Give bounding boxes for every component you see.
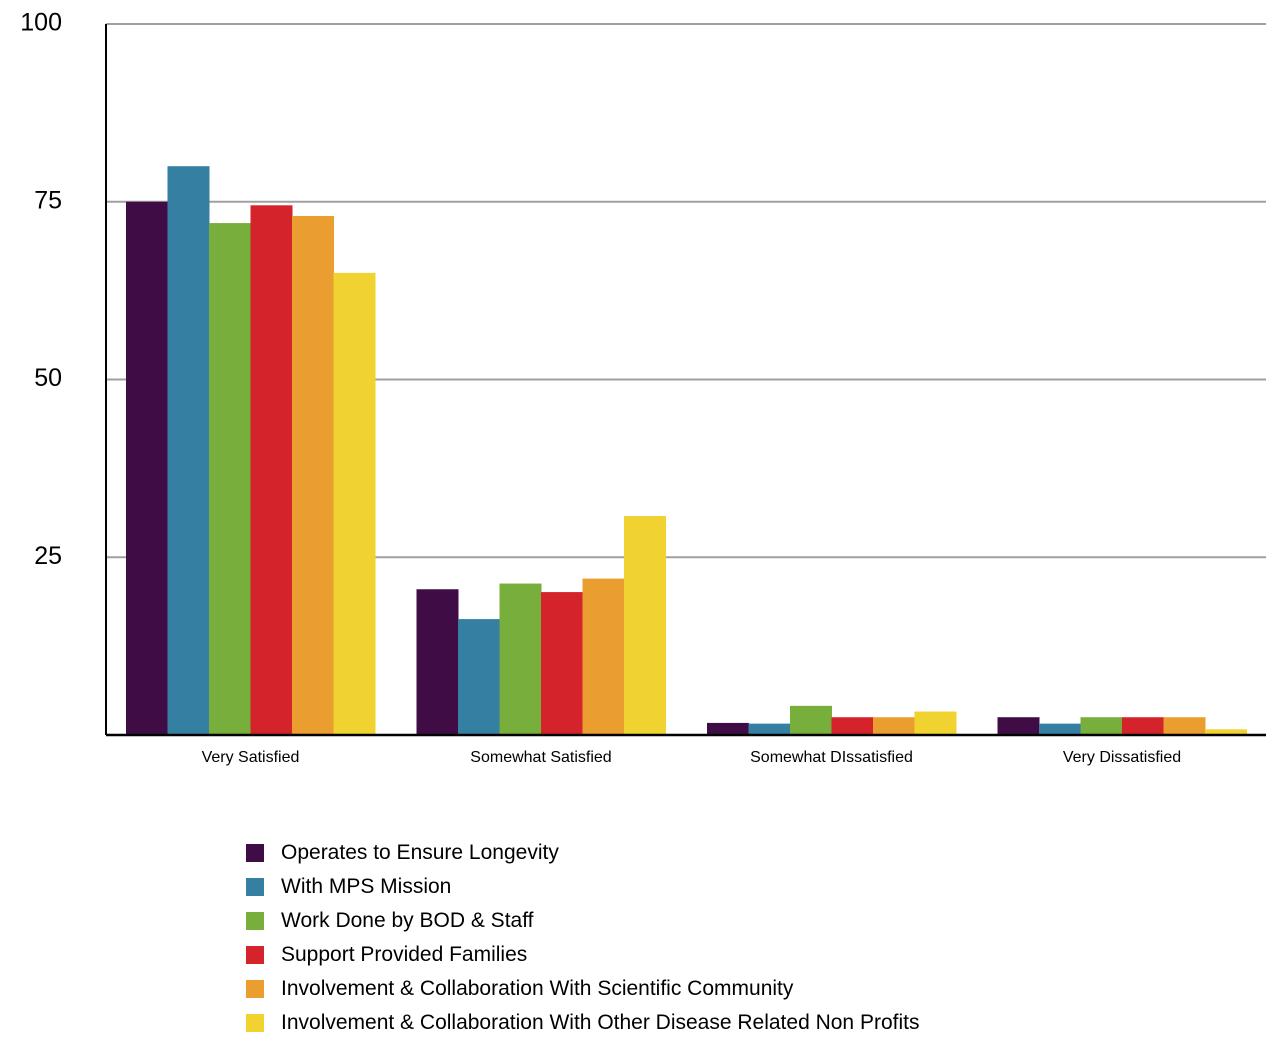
bar xyxy=(748,723,791,735)
bar xyxy=(209,223,251,735)
x-tick-label: Somewhat DIssatisfied xyxy=(750,749,913,766)
bar xyxy=(1080,717,1123,735)
bar xyxy=(873,717,915,735)
y-tick-label: 25 xyxy=(34,542,62,570)
bar xyxy=(1205,729,1247,735)
bar xyxy=(997,717,1040,735)
legend-item: Involvement & Collaboration With Other D… xyxy=(246,1006,919,1040)
legend-item: Operates to Ensure Longevity xyxy=(246,836,919,870)
bar xyxy=(250,205,293,735)
bar xyxy=(167,166,210,735)
legend-swatch xyxy=(246,946,264,964)
y-tick-label: 75 xyxy=(34,186,62,214)
legend-swatch xyxy=(246,1014,264,1032)
legend-item: Involvement & Collaboration With Scienti… xyxy=(246,972,919,1006)
x-axis-ticks: Very Satisfied Somewhat Satisfied Somewhat… xyxy=(202,749,1182,766)
bar xyxy=(416,589,459,735)
bar xyxy=(914,711,957,735)
bar xyxy=(831,717,874,735)
legend-swatch xyxy=(246,980,264,998)
bar xyxy=(624,516,666,735)
bar xyxy=(790,705,832,735)
bar xyxy=(458,619,500,735)
legend-label: Support Provided Families xyxy=(281,943,528,966)
legend: Operates to Ensure Longevity With MPS Mis… xyxy=(246,836,919,1040)
legend-label: Work Done by BOD & Staff xyxy=(281,909,534,932)
legend-swatch xyxy=(246,912,264,930)
legend-item: Support Provided Families xyxy=(246,938,919,972)
x-tick-label: Very Satisfied xyxy=(202,749,300,766)
bar xyxy=(333,272,376,735)
legend-swatch xyxy=(246,878,264,896)
legend-label: Involvement & Collaboration With Other D… xyxy=(281,1011,920,1034)
bar xyxy=(1122,717,1164,735)
y-tick-label: 50 xyxy=(34,364,62,392)
legend-item: With MPS Mission xyxy=(246,870,919,904)
bar xyxy=(499,583,542,735)
bar xyxy=(707,722,749,735)
legend-label: Operates to Ensure Longevity xyxy=(281,841,559,864)
bar xyxy=(292,215,334,736)
bars xyxy=(126,166,1247,736)
bar xyxy=(1163,717,1206,735)
y-tick-label: 100 xyxy=(20,9,62,37)
y-axis-ticks: 100 75 50 25 xyxy=(20,9,62,570)
bar xyxy=(541,592,583,735)
legend-label: With MPS Mission xyxy=(281,875,452,898)
bar-chart: 100 75 50 25 Very Satisfied Somewhat Satisfi… xyxy=(20,9,1266,766)
legend-item: Work Done by BOD & Staff xyxy=(246,904,919,938)
x-tick-label: Very Dissatisfied xyxy=(1063,749,1181,766)
axes xyxy=(105,24,1266,737)
bar xyxy=(126,201,168,735)
legend-swatch xyxy=(246,844,264,862)
legend-label: Involvement & Collaboration With Scienti… xyxy=(281,977,794,1000)
bar xyxy=(582,578,625,735)
x-tick-label: Somewhat Satisfied xyxy=(470,749,611,766)
bar xyxy=(1039,723,1081,735)
